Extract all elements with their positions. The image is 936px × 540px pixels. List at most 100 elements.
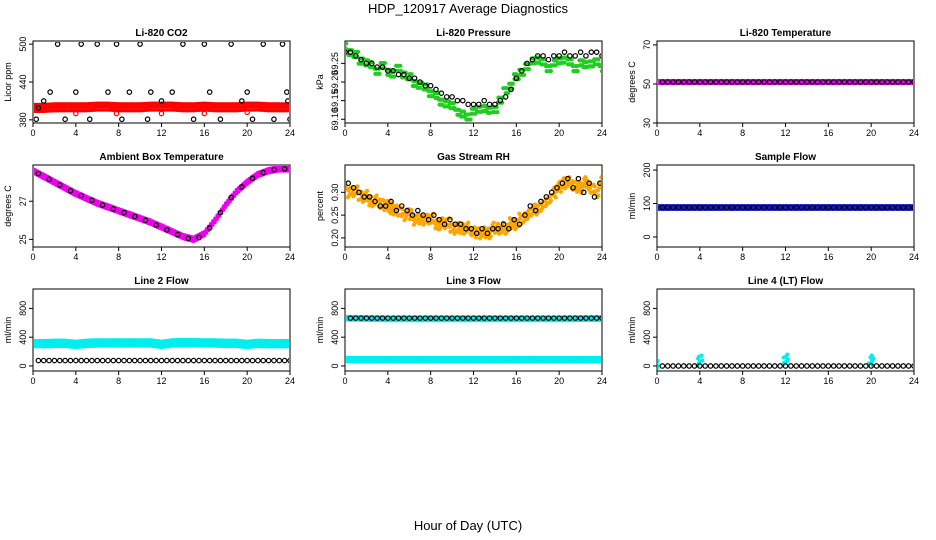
line4_cyan-point — [658, 361, 659, 365]
x-tick-label: 16 — [511, 252, 521, 262]
pressure_avg-point — [497, 97, 504, 104]
x-tick-label: 16 — [823, 376, 833, 386]
sample_avg-point — [846, 204, 853, 211]
line4_avg-point — [788, 363, 794, 369]
line3_avg-point — [476, 315, 482, 321]
line3_avg-point — [518, 315, 525, 321]
sample_avg-point — [782, 204, 789, 211]
data-layer — [34, 166, 289, 244]
x-tick-label: 4 — [73, 128, 78, 138]
pressure_band-point — [470, 106, 475, 111]
pressure_band-point — [474, 109, 480, 114]
pressure_avg-point — [379, 64, 386, 70]
sample_avg-point — [905, 204, 912, 211]
rh_avg-point — [431, 212, 437, 218]
pressure_avg-point — [433, 86, 439, 93]
x-tick-label: 24 — [285, 128, 295, 138]
temp_avg-point — [889, 79, 896, 85]
rh_avg-point — [447, 216, 453, 223]
panel-6: Line 2 Flow 0 4 8 12 16 20 24 0 400 800 ml/min — [3, 276, 295, 386]
rh_avg-point — [511, 216, 517, 223]
temp_avg-point — [863, 79, 869, 85]
pressure_avg-point — [465, 101, 471, 108]
line4_avg-point — [911, 363, 913, 369]
panel-2: Li-820 Temperature 0 4 8 12 16 20 24 30 50 70 degre… — [627, 28, 919, 138]
line3_avg-point — [588, 315, 595, 321]
line2_avg-point — [206, 357, 213, 364]
y-tick-label: 0.25 — [330, 206, 340, 224]
line3_avg-point — [497, 315, 504, 321]
temp_avg-point — [868, 79, 874, 85]
line4_cyan-point — [785, 357, 791, 362]
rh_band-point — [596, 186, 601, 191]
sample_avg-point — [718, 204, 725, 211]
ambient_avg-point — [281, 166, 288, 172]
x-tick-label: 0 — [342, 252, 347, 262]
rh_avg-point — [495, 225, 501, 232]
line4_cyan-point — [697, 354, 702, 359]
y-tick-label: 200 — [642, 163, 652, 178]
rh_avg-point — [388, 198, 394, 205]
ambient_avg-point — [271, 166, 277, 173]
sample_avg-point — [659, 204, 666, 211]
rh_avg-point — [506, 225, 512, 232]
sample_avg-point — [670, 204, 676, 211]
line3_avg-point — [577, 315, 584, 321]
pressure_avg-point — [390, 68, 396, 74]
sample_avg-point — [702, 204, 708, 211]
data-layer — [346, 175, 601, 241]
pressure_band-point — [374, 71, 379, 76]
y-axis-label: ml/min — [627, 193, 637, 220]
x-tick-label: 8 — [116, 128, 121, 138]
rh_avg-point — [527, 203, 534, 209]
pressure_avg-point — [395, 71, 402, 78]
line3_cyan_low-point — [598, 359, 601, 364]
sample_avg-point — [777, 204, 783, 211]
panel-title: Line 4 (LT) Flow — [748, 276, 824, 287]
ambient_avg-point — [35, 170, 42, 177]
line2_avg-point — [190, 357, 197, 364]
rh_avg-point — [366, 194, 373, 200]
line4_cyan-point — [697, 359, 702, 364]
y-tick-label: 27 — [18, 196, 28, 206]
line2_avg-point — [105, 357, 111, 364]
line4_avg-point — [686, 363, 692, 369]
line4_avg-point — [852, 363, 858, 369]
ambient_avg-point — [217, 209, 224, 216]
pressure_band-point — [600, 64, 601, 68]
x-tick-label: 20 — [242, 252, 252, 262]
line3_avg-point — [486, 315, 493, 321]
line3_avg-point — [583, 315, 589, 321]
co2_avg-point — [190, 116, 197, 122]
line4_avg-point — [782, 363, 789, 369]
pressure_band-point — [396, 63, 401, 68]
panel-title: Line 3 Flow — [446, 276, 501, 287]
line2_avg-point — [249, 357, 256, 364]
panel-8: Line 4 (LT) Flow 0 4 8 12 16 20 24 0 400 800 ml/min — [627, 276, 919, 386]
x-tick-label: 16 — [199, 252, 209, 262]
ambient_band-point — [228, 199, 232, 204]
temp_avg-point — [761, 79, 767, 85]
line3_avg-point — [529, 315, 536, 321]
line4_avg-point — [814, 363, 821, 369]
line4_avg-point — [697, 363, 703, 369]
rh_avg-point — [361, 194, 368, 200]
x-tick-label: 24 — [285, 376, 295, 386]
pressure_avg-point — [427, 82, 434, 89]
rh_avg-point — [468, 225, 475, 232]
line2_avg-point — [276, 357, 283, 364]
sample_avg-point — [900, 204, 907, 211]
line2_avg-point — [46, 357, 52, 364]
x-tick-label: 24 — [597, 376, 607, 386]
line3_avg-point — [492, 315, 498, 321]
co2_avg-point — [285, 98, 289, 104]
line2_avg-point — [115, 357, 122, 364]
rh_band-point — [395, 213, 401, 218]
rh_band-point — [548, 198, 553, 203]
temp_avg-point — [825, 79, 832, 85]
ambient_avg-point — [260, 169, 267, 176]
x-tick-label: 4 — [73, 376, 78, 386]
line4_avg-point — [664, 363, 671, 369]
line2_avg-point — [142, 357, 149, 364]
line3_avg-point — [374, 315, 380, 321]
